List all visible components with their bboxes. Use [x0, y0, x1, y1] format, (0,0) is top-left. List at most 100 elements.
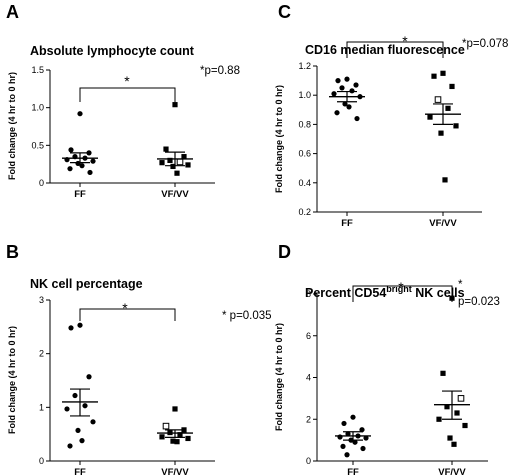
data-point — [172, 102, 178, 108]
data-point — [90, 419, 96, 425]
significance-bracket — [352, 285, 453, 302]
x-tick-label: VF/VV — [161, 189, 189, 200]
data-point — [447, 435, 453, 441]
data-point — [354, 115, 360, 122]
data-point — [337, 434, 343, 440]
data-point — [440, 370, 446, 376]
y-tick-label: 2 — [306, 414, 311, 424]
data-point — [79, 438, 85, 444]
data-point — [334, 110, 340, 116]
y-tick-label: 0 — [306, 456, 311, 466]
x-tick-label: FF — [74, 467, 86, 475]
p-value: *p=0.88 — [200, 65, 240, 77]
y-tick-label: 0 — [39, 178, 44, 188]
data-point — [350, 414, 356, 420]
x-tick-label: VF/VV — [438, 467, 466, 475]
data-point-open — [162, 422, 170, 430]
data-point — [449, 295, 455, 301]
data-point — [68, 147, 74, 153]
y-tick-label: 0.6 — [298, 149, 311, 159]
data-point — [431, 73, 437, 79]
panel-c: C CD16 median fluorescence*p=0.078 Fold ch… — [274, 2, 508, 229]
data-point — [346, 104, 352, 110]
data-point — [67, 166, 73, 172]
data-point — [172, 406, 178, 412]
significance-star: * — [402, 33, 408, 49]
x-tick-label: FF — [74, 189, 86, 200]
y-tick-label: 1.5 — [31, 65, 44, 75]
y-tick-label: 0.8 — [298, 119, 311, 129]
significance-star: * — [398, 279, 404, 295]
data-point — [349, 88, 355, 94]
data-point — [341, 420, 347, 427]
significance-star: * — [122, 300, 128, 316]
data-point — [440, 70, 446, 76]
data-point — [449, 83, 455, 90]
y-axis-label: Fold change (4 hr to 0 hr) — [7, 326, 17, 434]
y-tick-label: 1.0 — [298, 90, 311, 100]
y-tick-label: 1.0 — [31, 103, 44, 113]
panel-b: B NK cell percentage * p=0.035 Fold change … — [6, 242, 272, 475]
data-point — [174, 170, 180, 176]
data-point — [87, 169, 93, 176]
data-point — [453, 123, 459, 129]
data-point — [340, 443, 346, 449]
data-point — [427, 114, 433, 120]
data-point — [82, 403, 88, 409]
data-point — [352, 439, 358, 445]
data-point-open — [176, 158, 184, 166]
data-point — [339, 85, 345, 91]
significance-bracket — [79, 87, 176, 102]
data-point — [163, 146, 169, 152]
y-tick-label: 0.4 — [298, 178, 311, 188]
y-tick-label: 0.2 — [298, 207, 311, 217]
data-point-open — [457, 395, 465, 402]
data-point — [445, 105, 451, 111]
y-tick-label: 8 — [306, 289, 311, 299]
data-point-open — [434, 96, 442, 103]
data-point — [363, 435, 369, 441]
y-tick-label: 0.5 — [31, 140, 44, 150]
data-point — [185, 162, 191, 168]
data-point — [86, 374, 92, 380]
data-point — [344, 452, 350, 458]
x-tick-label: FF — [347, 467, 359, 475]
y-tick-label: 0 — [39, 456, 44, 466]
significance-bracket — [346, 41, 444, 58]
data-point — [444, 404, 450, 410]
p-value: * p=0.035 — [222, 310, 272, 322]
data-point — [181, 154, 187, 160]
p-value-star: * — [458, 279, 463, 291]
data-point — [353, 82, 359, 88]
y-tick-label: 4 — [306, 373, 311, 383]
data-point — [436, 416, 442, 422]
panel-letter: A — [6, 2, 19, 22]
panel-letter: B — [6, 242, 19, 262]
significance-bracket — [79, 308, 176, 321]
data-point — [72, 392, 78, 399]
chart-title: Absolute lymphocyte count — [30, 44, 195, 58]
y-tick-label: 2 — [39, 349, 44, 359]
data-point — [462, 422, 468, 429]
panel-a: A Absolute lymphocyte count *p=0.88 Fold ch… — [6, 2, 240, 200]
data-point — [185, 435, 191, 442]
chart-title: NK cell percentage — [30, 277, 143, 291]
data-point — [79, 163, 85, 169]
data-point — [75, 427, 81, 434]
data-point — [64, 406, 70, 412]
data-point — [67, 443, 73, 449]
data-point — [344, 76, 350, 82]
x-tick-label: VF/VV — [429, 218, 457, 229]
data-point — [167, 157, 173, 163]
p-value: p=0.023 — [458, 296, 500, 308]
y-tick-label: 6 — [306, 331, 311, 341]
data-point — [360, 445, 366, 452]
data-point — [454, 410, 460, 416]
chart-title: CD16 median fluorescence — [305, 43, 465, 57]
y-tick-label: 3 — [39, 295, 44, 305]
data-point — [68, 325, 74, 331]
x-tick-label: VF/VV — [161, 467, 189, 475]
y-axis-label: Fold change (4 hr to 0 hr) — [274, 85, 284, 193]
